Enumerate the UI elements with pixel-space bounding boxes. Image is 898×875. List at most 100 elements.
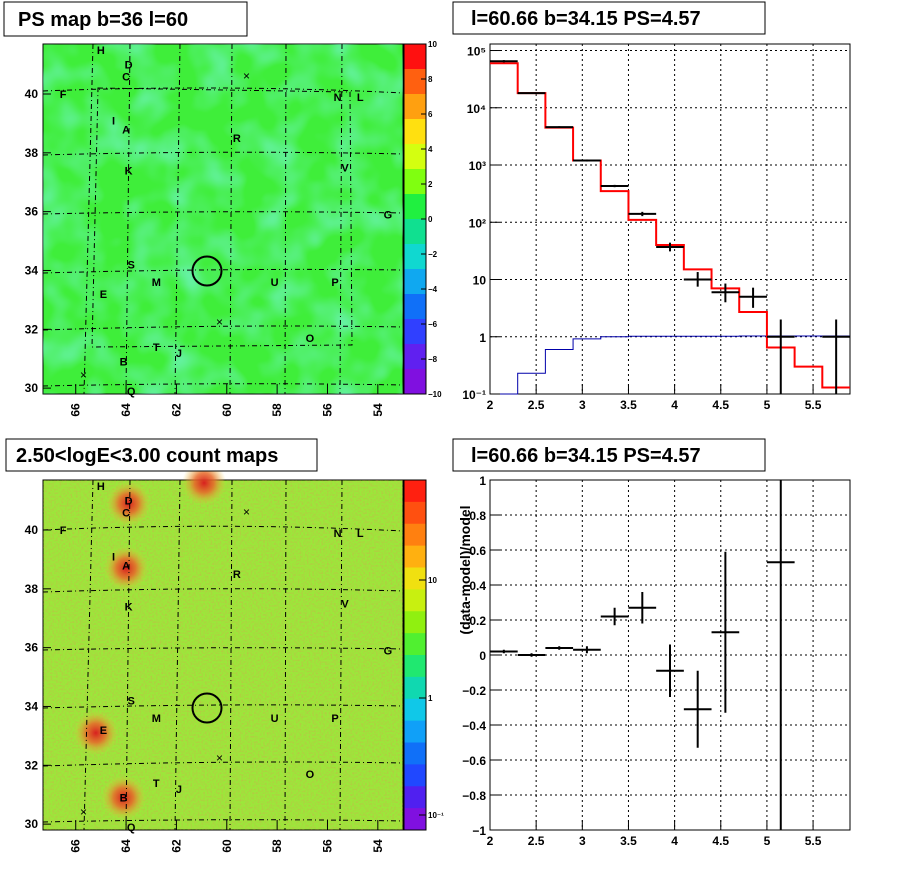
source-label: L: [357, 528, 364, 540]
colorbar-tick-label: −10: [428, 390, 442, 399]
source-label: Q: [127, 822, 136, 834]
source-label: F: [60, 525, 67, 537]
colorbar-cell: [404, 119, 426, 145]
spectrum-plot: [490, 60, 850, 395]
x-tick-label: 66: [69, 403, 83, 417]
source-label: N: [334, 528, 342, 540]
ps-map-cross-1: ×: [243, 69, 250, 83]
y-tick-label: 34: [25, 263, 39, 277]
y-tick-label: 10⁵: [467, 45, 486, 59]
count-map-source-labels: H DC F N L IA R K V G S E M U P O T J B Q: [60, 481, 392, 834]
colorbar-tick-label: 1: [428, 694, 433, 703]
residual-title: l=60.66 b=34.15 PS=4.57: [471, 445, 701, 467]
source-label: S: [127, 260, 134, 272]
source-label: H: [97, 481, 105, 493]
x-tick-label: 54: [371, 839, 385, 853]
ps-map-position-marker: [191, 255, 223, 287]
y-tick-label: −1: [472, 824, 486, 838]
colorbar-cell: [404, 480, 426, 503]
spectrum-x-ticks: 2 2.5 3 3.5 4 4.5 5 5.5: [487, 384, 822, 412]
source-label: C: [122, 71, 130, 83]
source-label: T: [153, 778, 160, 790]
count-map-hot-spots: [73, 460, 227, 820]
source-label: G: [384, 646, 393, 658]
hot-spot: [73, 710, 118, 755]
y-tick-label: 30: [25, 817, 39, 831]
colorbar-tick-label: −6: [428, 320, 438, 329]
x-tick-label: 56: [320, 839, 334, 853]
source-label: O: [306, 333, 315, 345]
source-label: T: [153, 342, 160, 354]
colorbar-cell: [404, 567, 426, 590]
x-tick-label: 58: [270, 403, 284, 417]
colorbar-cell: [404, 294, 426, 320]
residual-x-ticks: 2 2.5 3 3.5 4 4.5 5 5.5: [487, 820, 822, 848]
spectrum-title: l=60.66 b=34.15 PS=4.57: [471, 8, 701, 30]
ps-map-grid: [42, 43, 404, 395]
source-label: P: [331, 713, 338, 725]
y-tick-label: 1: [479, 331, 486, 345]
source-label: R: [233, 133, 241, 145]
y-tick-label: 0: [479, 649, 486, 663]
y-tick-label: 0.4: [469, 579, 486, 593]
x-tick-label: 64: [119, 403, 133, 417]
colorbar-cell: [404, 69, 426, 95]
colorbar-cell: [404, 369, 426, 395]
x-tick-label: 2.5: [528, 398, 545, 412]
count-map-x-ticks: 66 64 62 60 58 56 54: [69, 820, 385, 853]
x-tick-label: 62: [169, 403, 183, 417]
y-tick-label: 1: [479, 474, 486, 488]
colorbar-cell: [404, 742, 426, 765]
colorbar-tick-label: 2: [428, 180, 433, 189]
x-tick-label: 3: [579, 834, 586, 848]
source-label: P: [331, 277, 338, 289]
colorbar-tick-label: 10: [428, 40, 437, 49]
count-map-grid: [42, 479, 404, 831]
ps-map-source-labels: H DC F N L IA R K V G S E M U P O T J B Q: [60, 45, 392, 398]
y-tick-label: 36: [25, 641, 39, 655]
colorbar-cell: [404, 319, 426, 345]
colorbar-cell: [404, 44, 426, 70]
spectrum-panel: 2 2.5 3 3.5 4 4.5 5 5.5 10⁻¹ 1 10 10² 10³ 10⁴ 10⁵ l=6…: [452, 1, 851, 412]
y-tick-label: 10⁻¹: [462, 388, 486, 402]
count-map-title: 2.50<logE<3.00 count maps: [16, 445, 278, 467]
y-tick-label: 32: [25, 758, 39, 772]
colorbar-tick-label: −8: [428, 355, 438, 364]
count-map-colorbar: 10 1 10⁻¹: [403, 479, 444, 831]
residual-title-box: [452, 438, 766, 472]
residual-plot: [490, 480, 795, 830]
colorbar-cell: [404, 720, 426, 743]
hot-spot: [104, 546, 149, 591]
x-tick-label: 3: [579, 398, 586, 412]
colorbar-cell: [404, 219, 426, 245]
residual-y-axis-label: (data-model)/model: [457, 505, 473, 634]
y-tick-label: 10: [473, 274, 487, 288]
x-tick-label: 56: [320, 403, 334, 417]
x-tick-label: 3.5: [620, 398, 637, 412]
source-label: Q: [127, 386, 136, 398]
x-tick-label: 2: [487, 834, 494, 848]
source-label: H: [97, 45, 105, 57]
source-label: B: [120, 357, 128, 369]
ps-map-texture: [43, 44, 403, 394]
colorbar-cell: [404, 589, 426, 612]
residual-panel: 2 2.5 3 3.5 4 4.5 5 5.5 1 0.8 0.6 0.4 0.2 0 −0.2 −0.4 −…: [452, 438, 851, 848]
x-tick-label: 60: [220, 403, 234, 417]
colorbar-cell: [404, 611, 426, 634]
x-tick-label: 2: [487, 398, 494, 412]
source-label: U: [271, 713, 279, 725]
source-label: L: [357, 92, 364, 104]
source-label: O: [306, 769, 315, 781]
y-tick-label: 0.8: [469, 509, 486, 523]
count-map-panel: H DC F N L IA R K V G S E M U P O T J B Q × × × 66 64 62 60 58 5…: [5, 438, 444, 853]
spectrum-frame: [489, 43, 851, 395]
colorbar-cell: [404, 633, 426, 656]
colorbar-tick-label: 10: [428, 576, 437, 585]
source-label: B: [120, 793, 128, 805]
residual-y-ticks: 1 0.8 0.6 0.4 0.2 0 −0.2 −0.4 −0.6 −0.8 −1: [462, 474, 500, 838]
colorbar-cell: [404, 523, 426, 547]
x-tick-label: 4.5: [712, 398, 729, 412]
colorbar-cell: [404, 676, 426, 700]
count-map-title-box: [5, 438, 318, 472]
colorbar-cell: [404, 545, 426, 568]
